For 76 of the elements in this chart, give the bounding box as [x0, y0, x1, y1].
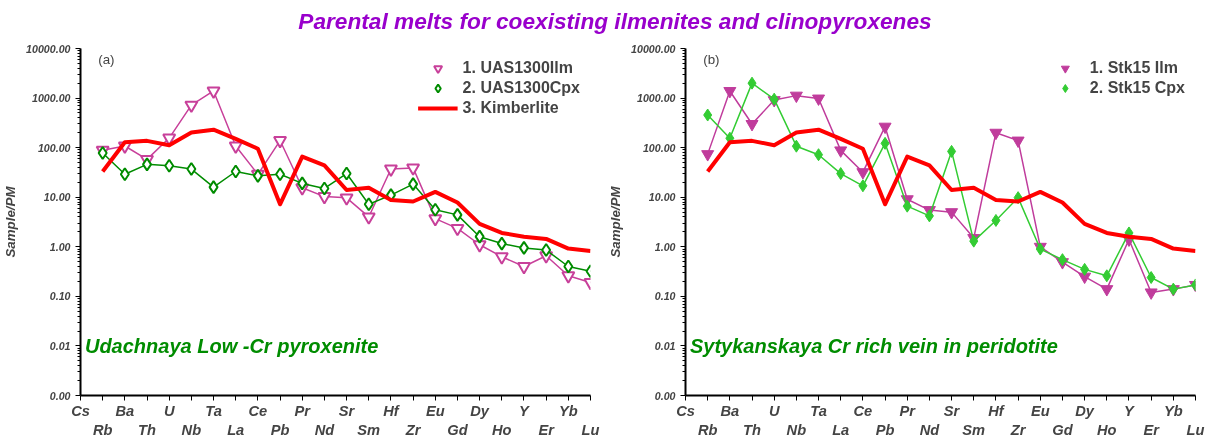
x-tick-label: Pr [899, 402, 917, 419]
x-tick-label: Eu [1030, 402, 1050, 419]
x-tick-label: Eu [425, 402, 445, 419]
x-tick-label: Zr [404, 421, 422, 438]
y-tick-label: 0.10 [49, 290, 71, 303]
x-tick-label: U [768, 402, 780, 419]
x-tick-label: Rb [697, 421, 718, 438]
x-tick-label: Yb [558, 402, 578, 419]
y-tick-label: 0.10 [654, 290, 676, 303]
x-tick-label: Zr [1009, 421, 1027, 438]
x-tick-label: Th [743, 421, 762, 438]
x-tick-label: Ce [853, 402, 873, 419]
x-tick-label: Nb [181, 421, 202, 438]
x-tick-label: Hf [383, 402, 401, 419]
x-tick-label: Nb [786, 421, 807, 438]
y-tick-label: 0.01 [654, 339, 676, 352]
x-tick-label: Ta [810, 402, 827, 419]
legend-label: 2. Stk15 Cpx [1089, 79, 1185, 97]
y-tick-label: 10000.00 [26, 42, 71, 55]
x-tick-label: Rb [92, 421, 113, 438]
y-tick-label: 10000.00 [631, 42, 676, 55]
y-tick-label: 1.00 [654, 240, 676, 253]
x-tick-label: Ho [492, 421, 512, 438]
y-tick-label: 0.01 [49, 339, 71, 352]
y-tick-label: 1.00 [49, 240, 71, 253]
x-tick-label: Lu [1186, 421, 1205, 438]
x-tick-label: Nd [314, 421, 336, 438]
x-tick-label: La [832, 421, 850, 438]
x-tick-label: Dy [1075, 402, 1095, 419]
y-tick-label: 100.00 [642, 141, 676, 154]
annotation: (b) [703, 51, 720, 67]
x-tick-label: Er [1143, 421, 1161, 438]
y-tick-label: 100.00 [37, 141, 71, 154]
x-tick-label: Y [519, 402, 531, 419]
y-tick-label: 10.00 [648, 191, 676, 204]
legend-label: 1. UAS1300Ilm [462, 59, 573, 77]
x-tick-label: Hf [988, 402, 1006, 419]
x-tick-label: Ba [115, 402, 135, 419]
y-tick-label: 10.00 [43, 191, 71, 204]
y-axis-title: Sample/PM [608, 185, 624, 258]
x-tick-label: Gd [447, 421, 469, 438]
legend-label: 1. Stk15 Ilm [1089, 59, 1178, 77]
x-tick-label: Er [538, 421, 556, 438]
annotation: Sytykanskaya Cr rich vein in peridotite [689, 334, 1058, 357]
x-tick-label: Sr [338, 402, 356, 419]
x-tick-label: Ce [248, 402, 268, 419]
x-tick-label: Dy [470, 402, 490, 419]
x-tick-label: Sr [943, 402, 961, 419]
x-tick-label: Gd [1052, 421, 1074, 438]
y-axis-title: Sample/PM [3, 185, 19, 258]
y-tick-label: 1000.00 [636, 92, 676, 105]
x-tick-label: Ho [1097, 421, 1117, 438]
annotation: (a) [98, 51, 115, 67]
x-tick-label: Cs [71, 402, 90, 419]
x-tick-label: Th [138, 421, 157, 438]
x-tick-label: Sm [357, 421, 381, 438]
chart-title: Parental melts for coexisting ilmenites and clinopyroxenes [298, 7, 932, 36]
x-tick-label: La [227, 421, 245, 438]
y-tick-label: 1000.00 [31, 92, 71, 105]
legend-label: 2. UAS1300Cpx [462, 79, 580, 97]
x-tick-label: Pb [270, 421, 290, 438]
x-tick-label: Pb [875, 421, 895, 438]
x-tick-label: Nd [919, 421, 941, 438]
x-tick-label: Ba [720, 402, 740, 419]
x-tick-label: Ta [205, 402, 222, 419]
x-tick-label: Lu [581, 421, 600, 438]
x-tick-label: Pr [294, 402, 312, 419]
x-tick-label: Y [1124, 402, 1136, 419]
annotation: Udachnaya Low -Cr pyroxenite [84, 334, 379, 357]
x-tick-label: Yb [1163, 402, 1183, 419]
x-tick-label: Cs [676, 402, 695, 419]
y-tick-label: 0.00 [654, 389, 676, 402]
y-tick-label: 0.00 [49, 389, 71, 402]
x-tick-label: Sm [962, 421, 986, 438]
legend-label: 3. Kimberlite [462, 99, 559, 117]
x-tick-label: U [163, 402, 175, 419]
